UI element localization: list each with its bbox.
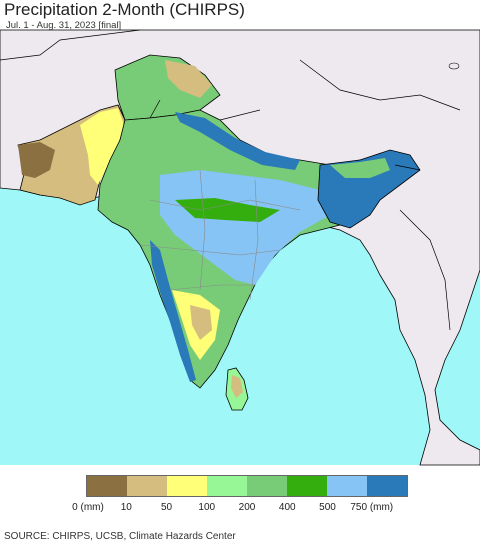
legend-swatch: [247, 476, 287, 496]
region-kashmir-dry: [165, 60, 212, 98]
legend-swatch: [207, 476, 247, 496]
source-credit: SOURCE: CHIRPS, UCSB, Climate Hazards Ce…: [4, 531, 236, 542]
state-borders: [139, 169, 301, 301]
region-west-coast: [150, 240, 196, 382]
legend-swatch: [127, 476, 167, 496]
legend-swatch: [367, 476, 407, 496]
border-lines: [0, 29, 461, 331]
region-balochistan: [18, 142, 55, 178]
legend-tick-label: 500: [319, 502, 336, 513]
region-pakistan-north: [80, 108, 124, 185]
legend-swatch: [167, 476, 207, 496]
legend-tick-label: 400: [278, 502, 296, 513]
legend-tick-label: 750 (mm): [350, 502, 394, 513]
region-central-green: [175, 198, 280, 222]
island: [448, 62, 460, 70]
legend-swatch: [87, 476, 127, 496]
map-subtitle: Jul. 1 - Aug. 31, 2023 [final]: [6, 20, 122, 31]
region-sri-lanka-dry: [231, 375, 243, 398]
legend-labels: 0 (mm) 10 50 100 200 400 500 750 (mm): [72, 502, 408, 516]
legend-tick-label: 10: [120, 502, 132, 513]
legend-swatch: [327, 476, 367, 496]
legend-swatch: [287, 476, 327, 496]
region-himalaya-blue: [175, 112, 300, 170]
legend-tick-label: 100: [198, 502, 216, 513]
region-northeast-green: [330, 158, 390, 178]
color-legend: [86, 475, 408, 497]
legend-tick-label: 0 (mm): [72, 502, 104, 513]
legend-tick-label: 50: [160, 502, 173, 513]
map-title: Precipitation 2-Month (CHIRPS): [4, 0, 245, 19]
legend-tick-label: 200: [238, 502, 256, 513]
region-deccan-brown: [190, 305, 212, 340]
